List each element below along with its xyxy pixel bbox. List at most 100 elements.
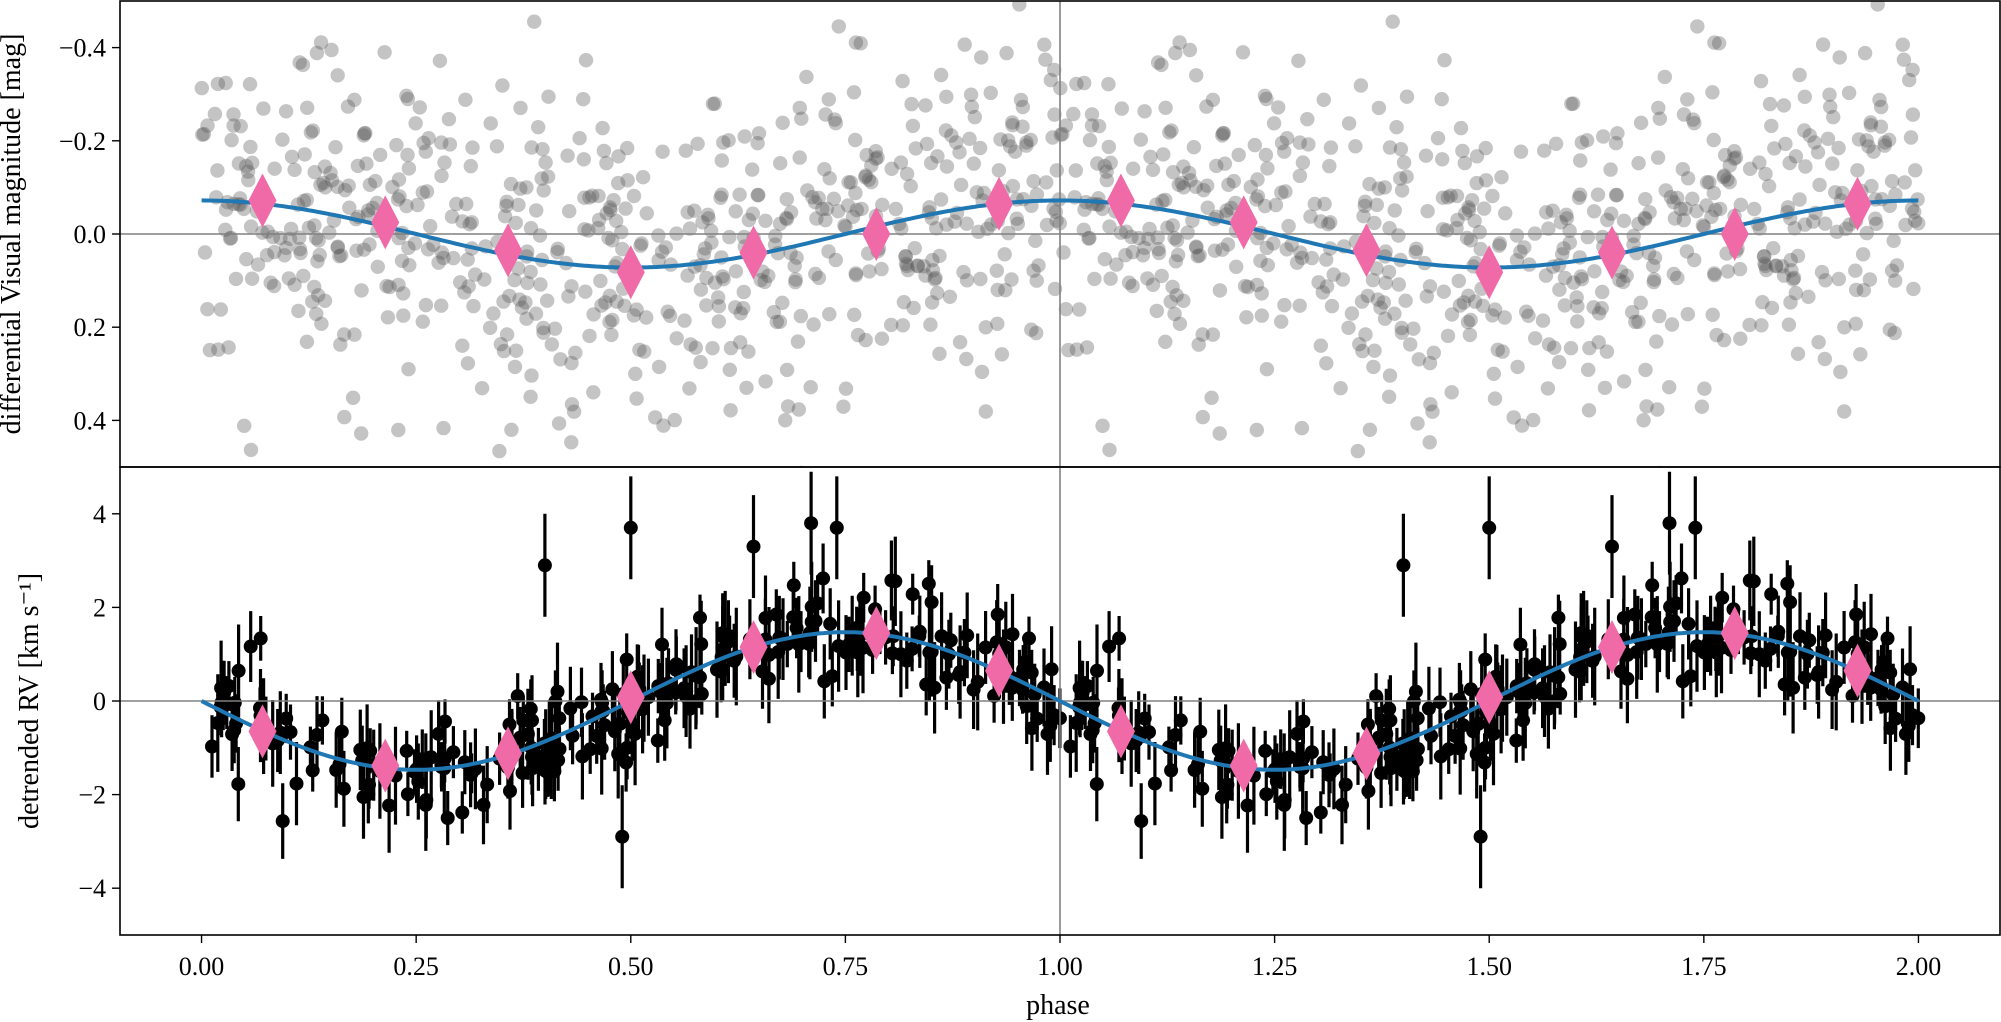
photometry-point xyxy=(898,249,913,264)
photometry-point xyxy=(1884,174,1900,189)
photometry-point xyxy=(648,410,663,425)
photometry-point xyxy=(1231,147,1246,163)
rv-point xyxy=(1700,637,1715,652)
photometry-point xyxy=(1711,36,1727,51)
rv-point xyxy=(550,684,565,699)
photometry-point xyxy=(1886,233,1901,248)
photometry-point xyxy=(1680,307,1696,322)
photometry-point xyxy=(1889,258,1905,273)
photometry-point xyxy=(1204,390,1219,405)
photometry-point xyxy=(1069,76,1084,92)
photometry-point xyxy=(535,142,550,157)
photometry-point xyxy=(1444,385,1459,400)
photometry-point xyxy=(1001,225,1016,241)
photometry-point xyxy=(1249,192,1264,207)
photometry-point xyxy=(1580,229,1596,245)
photometry-point xyxy=(1797,89,1813,105)
photometry-point xyxy=(602,200,618,215)
photometry-point xyxy=(1005,178,1021,194)
photometry-point xyxy=(223,230,239,246)
photometry-point xyxy=(1220,237,1236,252)
photometry-point xyxy=(845,209,861,224)
photometry-point xyxy=(1303,209,1318,224)
photometry-point xyxy=(370,259,385,274)
rv-point xyxy=(583,742,598,757)
photometry-point xyxy=(1367,343,1382,358)
photometry-point xyxy=(295,57,311,73)
photometry-point xyxy=(1171,177,1187,192)
photometry-point xyxy=(1850,163,1865,178)
photometry-point xyxy=(1102,219,1117,234)
photometry-point xyxy=(273,230,288,246)
photometry-point xyxy=(396,286,411,301)
photometry-point xyxy=(1457,155,1473,171)
photometry-point xyxy=(739,380,754,395)
photometry-point xyxy=(391,422,406,438)
photometry-point xyxy=(1165,218,1181,233)
photometry-point xyxy=(1243,179,1259,195)
photometry-point xyxy=(1435,222,1451,237)
rv-point xyxy=(1240,798,1255,813)
photometry-point xyxy=(1631,156,1646,171)
photometry-point xyxy=(1156,147,1171,162)
rv-y-tick-label: 4 xyxy=(93,500,106,529)
rv-y-tick-label: −4 xyxy=(78,874,106,903)
photometry-point xyxy=(780,399,796,414)
photometry-point xyxy=(1798,159,1813,174)
photometry-point xyxy=(1573,153,1588,168)
photometry-point xyxy=(956,264,971,280)
photometry-binned-marker xyxy=(371,195,400,250)
photometry-point xyxy=(507,359,523,375)
photometry-point xyxy=(1782,155,1797,171)
photometry-point xyxy=(562,204,577,219)
photometry-point xyxy=(1266,116,1282,131)
photometry-point xyxy=(1137,104,1152,119)
rv-point xyxy=(1024,665,1039,680)
photometry-point xyxy=(925,263,941,278)
photometry-point xyxy=(1485,308,1500,323)
photometry-point xyxy=(1174,175,1190,191)
photometry-point xyxy=(1061,342,1076,358)
photometry-point xyxy=(1841,85,1857,101)
photometry-point xyxy=(1650,402,1665,417)
photometry-point xyxy=(1708,202,1723,218)
photometry-point xyxy=(993,132,1008,147)
rv-point xyxy=(856,640,870,655)
photometry-point xyxy=(241,172,256,188)
rv-binned-marker xyxy=(862,606,891,661)
photometry-point xyxy=(1101,139,1117,155)
rv-point xyxy=(205,739,219,754)
photometry-point xyxy=(1137,240,1152,256)
photometry-point xyxy=(723,340,739,356)
photometry-point xyxy=(1387,306,1402,321)
photometry-point xyxy=(267,161,282,176)
photometry-point xyxy=(848,267,864,283)
photometry-point xyxy=(305,294,320,309)
photometry-point xyxy=(356,128,371,143)
photometry-point xyxy=(772,216,788,231)
rv-point xyxy=(503,784,517,798)
photometry-point xyxy=(933,192,949,207)
photometry-point xyxy=(360,207,376,222)
photometry-point xyxy=(1362,176,1377,192)
photometry-point xyxy=(1095,418,1110,433)
photometry-point xyxy=(1419,289,1435,304)
photometry-point xyxy=(1460,314,1476,330)
rv-binned-marker xyxy=(1597,620,1626,675)
rv-y-tick-label: −2 xyxy=(78,781,106,810)
rv-point xyxy=(227,723,242,738)
photometry-y-tick-label: 0.2 xyxy=(74,313,107,342)
photometry-point xyxy=(1776,268,1792,283)
rv-point xyxy=(552,711,567,726)
photometry-point xyxy=(1458,206,1473,221)
photometry-point xyxy=(714,153,729,168)
photometry-point xyxy=(578,53,594,68)
rv-point xyxy=(1572,664,1587,679)
photometry-point xyxy=(460,356,476,371)
photometry-point xyxy=(1857,45,1873,61)
photometry-point xyxy=(1649,334,1664,349)
photometry-point xyxy=(466,298,481,314)
photometry-point xyxy=(345,390,361,405)
photometry-point xyxy=(1212,426,1227,441)
photometry-point xyxy=(550,241,565,256)
